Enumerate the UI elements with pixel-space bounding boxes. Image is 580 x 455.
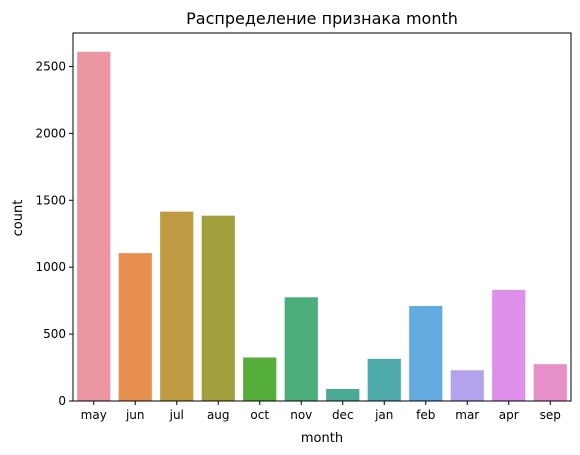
x-tick-label-sep: sep	[540, 408, 561, 422]
bar-aug	[201, 215, 235, 401]
bars-group	[77, 51, 567, 401]
y-tick-label-500: 500	[43, 327, 66, 341]
y-tick-label-2500: 2500	[35, 59, 66, 73]
bar-jun	[118, 253, 152, 401]
x-tick-label-mar: mar	[455, 408, 479, 422]
x-axis-ticks: may jun jul aug oct nov dec jan feb mar apr sep	[81, 401, 561, 422]
y-tick-label-1000: 1000	[35, 260, 66, 274]
x-tick-label-feb: feb	[416, 408, 435, 422]
bar-jul	[160, 211, 194, 401]
x-tick-label-dec: dec	[332, 408, 354, 422]
plot-frame	[72, 32, 572, 402]
x-tick-label-oct: oct	[250, 408, 269, 422]
y-tick-label-0: 0	[58, 394, 66, 408]
bar-sep	[533, 364, 567, 401]
chart-title: Распределение признака month	[186, 9, 458, 28]
bar-jan	[367, 358, 401, 401]
x-tick-label-aug: aug	[207, 408, 230, 422]
x-axis-label: month	[301, 431, 343, 446]
y-tick-label-1500: 1500	[35, 193, 66, 207]
x-tick-label-nov: nov	[290, 408, 312, 422]
x-tick-label-may: may	[81, 408, 107, 422]
y-axis-ticks: 0 500 1000 1500 2000 2500	[35, 59, 73, 408]
y-tick-label-2000: 2000	[35, 126, 66, 140]
bar-oct	[243, 357, 277, 401]
x-tick-label-jul: jul	[169, 408, 184, 422]
y-axis-label: count	[11, 200, 26, 237]
bar-feb	[409, 305, 443, 401]
bar-apr	[492, 289, 526, 401]
x-tick-label-jan: jan	[374, 408, 393, 422]
bar-may	[77, 51, 111, 401]
bar-mar	[450, 370, 484, 401]
x-tick-label-jun: jun	[125, 408, 145, 422]
bar-dec	[326, 388, 360, 401]
x-tick-label-apr: apr	[499, 408, 519, 422]
bar-nov	[284, 297, 318, 401]
